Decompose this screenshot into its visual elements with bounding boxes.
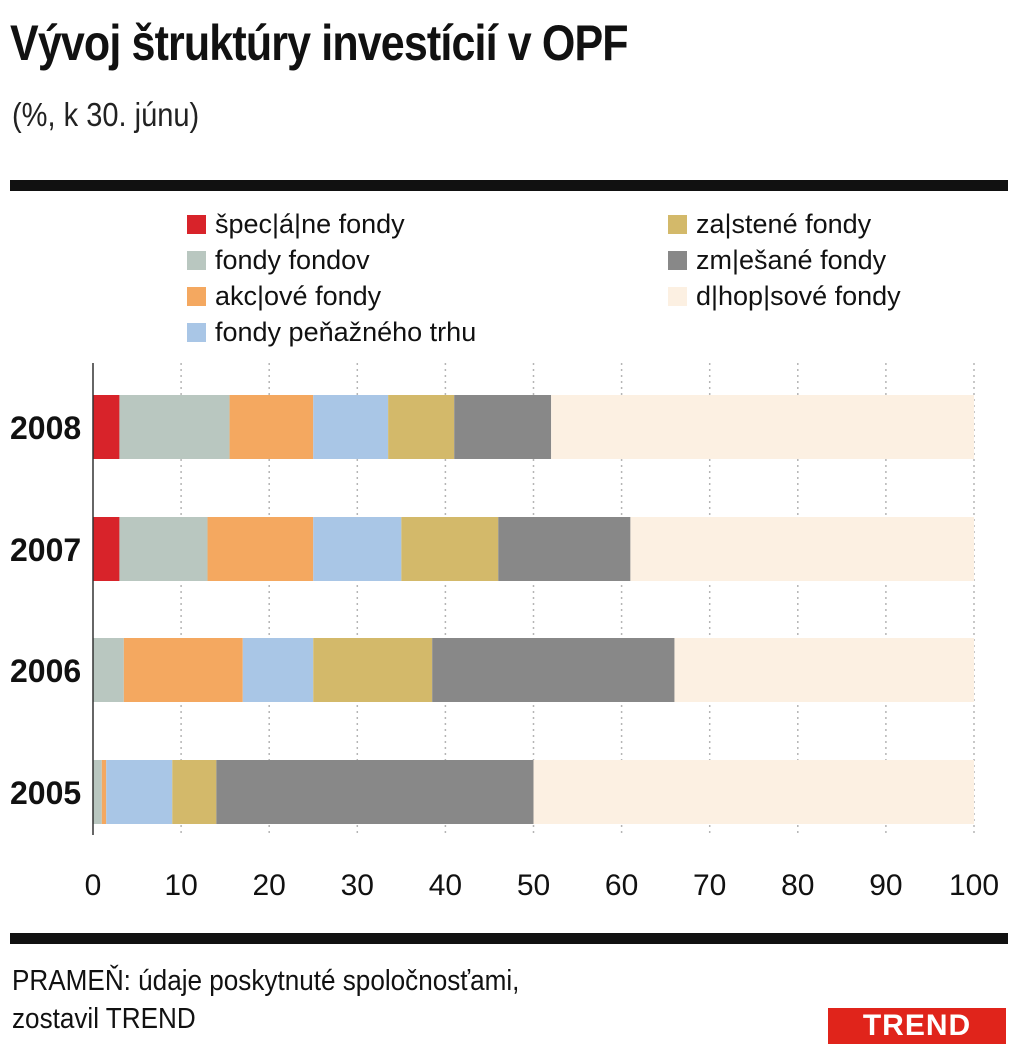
bar-segment bbox=[454, 395, 552, 459]
bar-segment bbox=[313, 638, 433, 702]
source-line-2: zostavil TREND bbox=[12, 1003, 196, 1035]
bar-segment bbox=[551, 395, 974, 459]
category-label: 2006 bbox=[10, 653, 81, 689]
bar-segment bbox=[106, 760, 173, 824]
legend-swatch bbox=[187, 215, 206, 234]
chart-title: Vývoj štruktúry investícií v OPF bbox=[10, 15, 629, 71]
legend-label: špec|á|ne fondy bbox=[215, 209, 405, 239]
x-tick-label: 40 bbox=[429, 869, 462, 902]
legend-swatch bbox=[668, 215, 687, 234]
legend-swatch bbox=[668, 287, 687, 306]
legend-label: fondy peňažného trhu bbox=[215, 317, 476, 347]
bar-segment bbox=[313, 517, 402, 581]
bar-segment bbox=[101, 760, 107, 824]
legend-swatch bbox=[187, 287, 206, 306]
x-tick-label: 60 bbox=[605, 869, 638, 902]
bar-segment bbox=[229, 395, 314, 459]
bar-segment bbox=[313, 395, 389, 459]
legend-swatch bbox=[187, 323, 206, 342]
category-label: 2007 bbox=[10, 532, 81, 568]
legend-swatch bbox=[668, 251, 687, 270]
legend-swatch bbox=[187, 251, 206, 270]
bar-segment bbox=[119, 517, 208, 581]
bar-segment bbox=[498, 517, 631, 581]
top-rule bbox=[10, 180, 1008, 191]
bar-segment bbox=[93, 760, 102, 824]
source-line-1: PRAMEŇ: údaje poskytnuté spoločnosťami, bbox=[12, 965, 520, 997]
category-label: 2005 bbox=[10, 775, 81, 811]
x-tick-label: 90 bbox=[869, 869, 902, 902]
bar-segment bbox=[432, 638, 675, 702]
x-tick-label: 70 bbox=[693, 869, 726, 902]
x-tick-label: 20 bbox=[253, 869, 286, 902]
bottom-rule bbox=[10, 933, 1008, 944]
stacked-bar-chart: špec|á|ne fondy fondy fondov akc|ové fondy… bbox=[10, 209, 999, 902]
bar-segment bbox=[216, 760, 534, 824]
x-tick-label: 50 bbox=[517, 869, 550, 902]
chart-subtitle: (%, k 30. júnu) bbox=[12, 96, 200, 133]
legend-label: akc|ové fondy bbox=[215, 281, 382, 311]
bar-segment bbox=[93, 395, 120, 459]
legend-label: fondy fondov bbox=[215, 245, 370, 275]
bar-segment bbox=[674, 638, 974, 702]
category-label: 2008 bbox=[10, 410, 81, 446]
bar-segment bbox=[242, 638, 314, 702]
legend-label: za|stené fondy bbox=[696, 209, 872, 239]
bar-segment bbox=[123, 638, 243, 702]
bar-segment bbox=[93, 517, 120, 581]
x-tick-label: 30 bbox=[341, 869, 374, 902]
bar-segment bbox=[401, 517, 499, 581]
x-tick-label: 0 bbox=[85, 869, 102, 902]
trend-logo: TREND bbox=[828, 1008, 1006, 1044]
x-tick-label: 100 bbox=[949, 869, 999, 902]
x-tick-label: 80 bbox=[781, 869, 814, 902]
bar-segment bbox=[533, 760, 974, 824]
x-tick-label: 10 bbox=[164, 869, 197, 902]
bar-segment bbox=[207, 517, 314, 581]
bar-segment bbox=[93, 638, 124, 702]
bar-segment bbox=[630, 517, 974, 581]
legend-label: zm|ešané fondy bbox=[696, 245, 887, 275]
bar-segment bbox=[388, 395, 455, 459]
legend-label: d|hop|sové fondy bbox=[696, 281, 901, 311]
bar-segment bbox=[119, 395, 230, 459]
source-note: PRAMEŇ: údaje poskytnuté spoločnosťami, … bbox=[12, 962, 519, 1038]
bar-segment bbox=[172, 760, 217, 824]
